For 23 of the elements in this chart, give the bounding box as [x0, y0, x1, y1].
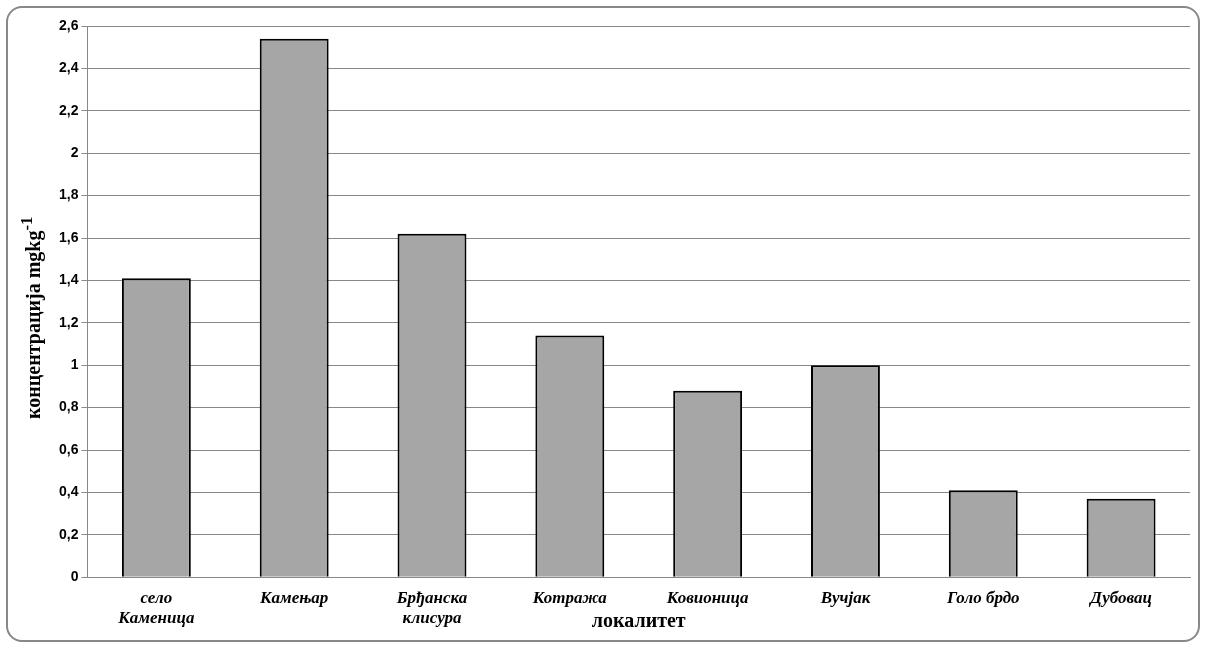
- y-tick-label: 1,2: [58, 313, 79, 330]
- y-tick-label: 0,4: [58, 483, 79, 500]
- x-tick-label: Ковионица: [665, 587, 750, 607]
- y-tick-label: 2,2: [58, 101, 79, 118]
- y-tick-label: 0,8: [58, 398, 79, 415]
- y-tick-label: 1,6: [58, 228, 79, 245]
- x-tick-label: Дубовац: [1088, 587, 1152, 607]
- x-axis-title: локалитет: [591, 609, 686, 632]
- y-tick-label: 2,4: [58, 59, 79, 76]
- y-tick-label: 1,8: [58, 186, 79, 203]
- y-tick-label: 0: [70, 568, 79, 585]
- x-tick-label: Котража: [531, 587, 608, 607]
- x-tick-label: Брђанска клисура: [395, 587, 468, 628]
- y-tick-label: 2: [70, 144, 79, 161]
- y-tick-label: 1,4: [58, 271, 79, 288]
- x-tick-label: Вучјак: [819, 587, 871, 607]
- y-tick-label: 0,6: [58, 440, 79, 457]
- x-tick-label: Голо брдо: [945, 587, 1020, 607]
- y-tick-label: 2,6: [58, 16, 79, 33]
- x-tick-label: село Каменица: [117, 587, 195, 628]
- y-tick-label: 1: [70, 356, 79, 373]
- y-tick-label: 0,2: [58, 525, 79, 542]
- x-tick-label: Камењар: [259, 587, 329, 607]
